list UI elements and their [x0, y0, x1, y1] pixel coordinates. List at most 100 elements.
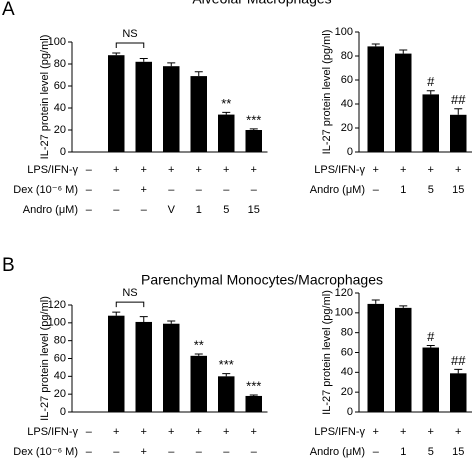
error-bar: [371, 43, 380, 47]
bracket: [115, 42, 145, 48]
condition-label: Dex (10⁻⁶ M): [13, 446, 78, 458]
error-bar: [399, 305, 408, 308]
condition-value: 15: [452, 184, 464, 196]
y-axis-label: IL-27 protein level (pg/ml): [39, 296, 51, 421]
y-tick-label: 120: [48, 299, 66, 311]
bracket-label: NS: [122, 28, 137, 40]
error-bar: [426, 345, 435, 348]
bar: [450, 114, 467, 152]
condition-value: –: [86, 446, 93, 458]
y-tick-label: 100: [48, 317, 66, 329]
condition-value: –: [223, 446, 230, 458]
error-bar: [194, 71, 203, 77]
condition-value: +: [141, 184, 147, 196]
error-bar: [426, 90, 435, 95]
bracket-label: NS: [122, 287, 137, 299]
error-bar: [249, 394, 258, 396]
error-bar: [139, 316, 148, 322]
condition-label: Dex (10⁻⁶ M): [13, 184, 78, 196]
y-tick-label: 20: [341, 386, 353, 398]
condition-value: +: [400, 164, 406, 176]
condition-value: –: [113, 204, 120, 216]
condition-value: V: [168, 204, 176, 216]
error-bar: [222, 373, 231, 377]
y-tick-label: 0: [60, 406, 66, 418]
y-tick-label: 80: [54, 58, 66, 70]
condition-value: –: [251, 446, 258, 458]
condition-value: –: [86, 164, 93, 176]
significance-label: #: [427, 329, 435, 344]
condition-value: –: [196, 184, 203, 196]
bar: [218, 376, 235, 412]
error-bar: [249, 128, 258, 130]
y-tick-label: 100: [335, 307, 353, 319]
condition-value: 5: [223, 204, 229, 216]
y-axis-label: IL-27 protein level (pg/ml): [39, 35, 51, 160]
bar: [367, 303, 384, 412]
y-axis-label: IL-27 protein level (pg/ml): [321, 290, 333, 415]
condition-value: +: [373, 164, 379, 176]
condition-value: +: [428, 426, 434, 438]
error-bar: [222, 111, 231, 115]
condition-value: –: [168, 446, 175, 458]
condition-value: +: [223, 164, 229, 176]
condition-value: +: [428, 164, 434, 176]
condition-value: +: [251, 426, 257, 438]
bar: [135, 61, 152, 152]
bar: [395, 53, 412, 152]
condition-value: +: [141, 446, 147, 458]
y-tick-label: 20: [54, 388, 66, 400]
condition-value: 15: [452, 446, 464, 458]
bar: [422, 94, 439, 152]
bracket: [115, 301, 145, 308]
y-tick-label: 80: [54, 335, 66, 347]
condition-label: Andro (μM): [23, 204, 78, 216]
y-tick-label: 60: [341, 74, 353, 86]
condition-value: +: [400, 426, 406, 438]
bar: [367, 46, 384, 152]
condition-value: –: [113, 184, 120, 196]
condition-value: +: [223, 426, 229, 438]
y-tick-label: 0: [347, 406, 353, 418]
condition-value: –: [168, 184, 175, 196]
condition-value: –: [223, 184, 230, 196]
bar: [395, 307, 412, 412]
significance-label: ***: [246, 112, 261, 127]
y-tick-label: 60: [54, 80, 66, 92]
panel-letter: A: [2, 0, 15, 20]
error-bar: [454, 368, 463, 374]
significance-label: ##: [451, 353, 466, 368]
error-bar: [139, 58, 148, 62]
condition-value: 1: [400, 184, 406, 196]
condition-value: –: [86, 426, 93, 438]
condition-value: +: [141, 164, 147, 176]
bar: [218, 114, 235, 152]
condition-value: +: [455, 426, 461, 438]
condition-label: LPS/IFN-γ: [27, 426, 78, 438]
condition-value: +: [196, 164, 202, 176]
bar: [135, 321, 152, 412]
significance-label: ***: [246, 378, 261, 393]
condition-value: –: [86, 204, 93, 216]
y-tick-label: 40: [54, 102, 66, 114]
condition-value: +: [455, 164, 461, 176]
condition-value: –: [86, 184, 93, 196]
condition-value: +: [168, 164, 174, 176]
error-bar: [454, 108, 463, 115]
y-tick-label: 120: [335, 287, 353, 299]
error-bar: [194, 353, 203, 356]
condition-value: +: [141, 426, 147, 438]
condition-value: +: [373, 426, 379, 438]
condition-label: Andro (μM): [310, 446, 365, 458]
error-bar: [112, 52, 121, 56]
condition-value: +: [251, 164, 257, 176]
bar: [245, 130, 262, 152]
condition-value: –: [196, 446, 203, 458]
significance-label: ##: [451, 92, 466, 107]
y-tick-label: 20: [54, 124, 66, 136]
error-bar: [167, 62, 176, 67]
condition-value: –: [113, 446, 120, 458]
bar: [190, 355, 207, 412]
panel-title: Parenchymal Monocytes/Macrophages: [141, 272, 383, 288]
